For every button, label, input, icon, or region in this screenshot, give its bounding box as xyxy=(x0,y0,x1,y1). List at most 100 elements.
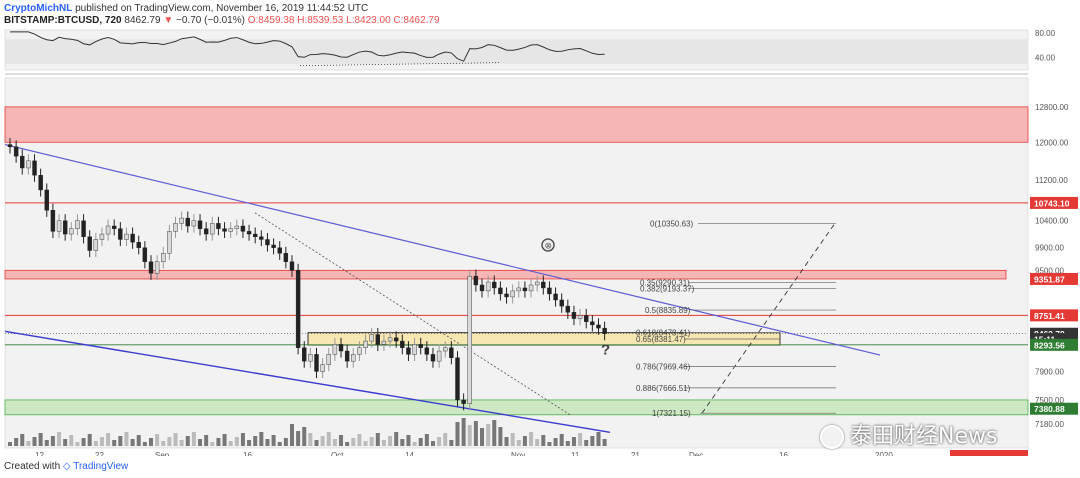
price-candle xyxy=(516,287,521,292)
volume-bar xyxy=(339,435,344,446)
price-candle xyxy=(338,344,344,352)
volume-bar xyxy=(363,441,368,446)
price-candle xyxy=(197,220,203,229)
price-candle xyxy=(210,223,215,235)
price-candle xyxy=(602,327,607,334)
fib-level-label: 0.65(8381.47) xyxy=(636,335,686,344)
price-candle xyxy=(302,347,307,362)
price-candle xyxy=(320,364,325,372)
volume-bar xyxy=(547,442,552,446)
volume-bar xyxy=(234,437,239,446)
price-candle xyxy=(308,354,313,362)
price-candle xyxy=(69,228,74,235)
price-candle xyxy=(148,261,154,274)
price-candle xyxy=(167,231,172,254)
volume-bar xyxy=(296,431,301,446)
price-candle xyxy=(99,233,105,240)
price-candle xyxy=(461,399,466,404)
volume-bar xyxy=(118,436,123,446)
rsi-line xyxy=(10,31,605,62)
price-axis-tick: 7180.00 xyxy=(1035,420,1064,429)
price-candle xyxy=(449,347,454,358)
volume-bar xyxy=(400,439,405,446)
volume-bar xyxy=(351,438,356,446)
price-label-text: 8293.56 xyxy=(1034,340,1065,350)
price-candle xyxy=(436,350,442,362)
fib-level-label: 0.35(9290.31) xyxy=(640,279,690,288)
price-candle xyxy=(289,261,295,271)
price-candle xyxy=(504,293,509,298)
price-candle xyxy=(590,321,595,326)
volume-bar xyxy=(480,428,485,446)
volume-bar xyxy=(375,433,380,446)
price-label-box xyxy=(1030,338,1078,351)
time-axis-tick: Nov xyxy=(511,451,525,456)
time-axis-tick: 12 xyxy=(35,451,44,456)
target-circle-icon xyxy=(541,238,555,252)
volume-bar xyxy=(345,442,350,446)
volume-bar xyxy=(191,432,196,446)
price-label-text: 8751.41 xyxy=(1034,311,1065,321)
price-candle xyxy=(13,146,19,157)
price-candle xyxy=(228,228,233,232)
time-axis-tick: Sep xyxy=(155,451,170,456)
price-candle xyxy=(473,275,479,286)
volume-bar xyxy=(308,433,313,446)
volume-bar xyxy=(204,435,209,446)
price-label-box xyxy=(1030,272,1078,285)
volume-bar xyxy=(498,427,503,446)
volume-bar xyxy=(136,435,141,446)
ohlc-values: O:8459.38 H:8539.53 L:8423.00 C:8462.79 xyxy=(247,15,440,26)
price-candle xyxy=(424,347,430,355)
price-candle xyxy=(105,225,111,235)
resistance-zone xyxy=(4,106,1029,143)
volume-bar xyxy=(99,437,104,446)
price-candle xyxy=(351,354,356,362)
volume-bar xyxy=(167,437,172,446)
price-axis-tick: 7500.00 xyxy=(1035,396,1064,405)
time-axis-tick: 11 xyxy=(571,451,580,456)
footer: Created with ◇ TradingView xyxy=(4,461,128,472)
tradingview-logo[interactable]: ◇ TradingView xyxy=(62,461,129,472)
price-label-box xyxy=(1030,196,1078,209)
fib-level-label: 0.886(7666.51) xyxy=(636,384,691,393)
price-candle xyxy=(381,340,387,345)
volume-bar xyxy=(185,436,190,446)
volume-bar xyxy=(320,436,325,446)
time-axis-tick: 14 xyxy=(405,451,414,456)
btc-price-chart[interactable]: 0(10350.63) 0.35(9290.31)0.382(9193.37) 0.… xyxy=(0,26,1080,456)
volume-bar xyxy=(535,439,540,446)
price-candle xyxy=(498,287,503,295)
volume-bar xyxy=(247,440,252,446)
rsi-trendline xyxy=(299,62,501,67)
volume-bar xyxy=(381,440,386,446)
close-icon: ⊗ xyxy=(545,240,553,250)
fib-level-label: 0.618(8478.41) xyxy=(636,329,691,338)
price-axis-tick: 11200.00 xyxy=(1035,176,1068,185)
volume-bar xyxy=(75,442,80,446)
price-candle xyxy=(62,220,68,235)
rsi-axis-tick: 80.00 xyxy=(1035,29,1056,38)
author-link[interactable]: CryptoMichNL xyxy=(4,3,73,14)
volume-bar xyxy=(32,437,37,446)
volume-bar xyxy=(253,436,258,446)
price-candle xyxy=(44,189,49,211)
price-candle xyxy=(559,299,564,307)
price-candle xyxy=(485,281,491,292)
volume-bar xyxy=(418,438,423,446)
chart-header: CryptoMichNL published on TradingView.co… xyxy=(4,3,1074,27)
price-candle xyxy=(20,155,25,169)
price-candle xyxy=(277,247,282,254)
price-candle xyxy=(179,217,184,224)
price-candle xyxy=(344,350,350,362)
volume-bar xyxy=(265,439,270,446)
price-label-text: 7380.88 xyxy=(1034,404,1065,414)
volume-bar xyxy=(8,442,12,446)
price-candle xyxy=(259,236,264,240)
price-candle xyxy=(547,287,552,295)
price-label-text: 10743.10 xyxy=(1034,198,1070,208)
price-candle xyxy=(455,357,460,401)
time-axis-tick: Dec xyxy=(689,451,703,456)
price-candle xyxy=(7,144,13,148)
watermark-text: 泰田财经News xyxy=(850,424,998,449)
